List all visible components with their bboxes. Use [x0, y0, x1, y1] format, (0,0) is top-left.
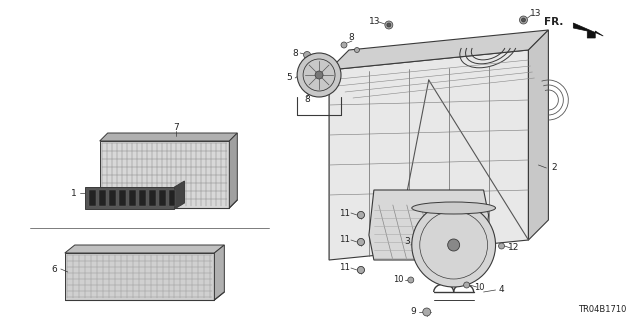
Ellipse shape: [522, 18, 525, 22]
Polygon shape: [89, 190, 96, 206]
Ellipse shape: [499, 243, 504, 249]
Polygon shape: [139, 190, 145, 206]
Polygon shape: [369, 190, 488, 260]
Text: 13: 13: [530, 10, 541, 19]
Ellipse shape: [423, 308, 431, 316]
Polygon shape: [329, 30, 548, 70]
Text: 9: 9: [410, 308, 415, 316]
Text: 12: 12: [508, 243, 519, 253]
Ellipse shape: [341, 42, 347, 48]
Ellipse shape: [358, 266, 364, 273]
Ellipse shape: [448, 239, 460, 251]
Polygon shape: [529, 30, 548, 240]
Polygon shape: [148, 190, 156, 206]
Ellipse shape: [358, 239, 364, 246]
Text: 13: 13: [369, 18, 381, 26]
Text: 4: 4: [499, 286, 504, 294]
Text: 8: 8: [292, 48, 298, 57]
Polygon shape: [100, 141, 229, 208]
Text: 3: 3: [404, 238, 410, 247]
Ellipse shape: [307, 90, 312, 94]
Text: 10: 10: [474, 283, 485, 292]
Polygon shape: [159, 190, 166, 206]
Ellipse shape: [412, 202, 495, 214]
Polygon shape: [168, 190, 175, 206]
Polygon shape: [214, 245, 225, 300]
Text: 1: 1: [71, 189, 77, 197]
Ellipse shape: [358, 211, 364, 219]
Ellipse shape: [315, 71, 323, 79]
Polygon shape: [573, 23, 604, 38]
Ellipse shape: [412, 203, 495, 287]
Polygon shape: [118, 190, 125, 206]
Polygon shape: [100, 133, 237, 141]
Ellipse shape: [385, 21, 393, 29]
Polygon shape: [65, 245, 225, 253]
Text: 8: 8: [348, 33, 354, 42]
Text: FR.: FR.: [544, 17, 563, 27]
Polygon shape: [65, 253, 214, 300]
Ellipse shape: [387, 23, 391, 27]
Polygon shape: [329, 50, 529, 260]
Text: TR04B1710: TR04B1710: [579, 306, 627, 315]
Polygon shape: [99, 190, 106, 206]
Text: 6: 6: [51, 264, 57, 273]
Ellipse shape: [408, 277, 414, 283]
Text: 7: 7: [173, 123, 179, 132]
Polygon shape: [109, 190, 116, 206]
Text: 5: 5: [286, 73, 292, 83]
Ellipse shape: [463, 282, 470, 288]
Polygon shape: [175, 181, 184, 209]
Text: 11: 11: [339, 235, 351, 244]
Ellipse shape: [520, 16, 527, 24]
Text: 11: 11: [339, 263, 351, 272]
Polygon shape: [84, 187, 175, 209]
Polygon shape: [129, 190, 136, 206]
Ellipse shape: [355, 48, 360, 53]
Text: 10: 10: [394, 276, 404, 285]
Ellipse shape: [303, 51, 310, 58]
Text: 11: 11: [339, 209, 351, 218]
Ellipse shape: [297, 53, 341, 97]
Text: 2: 2: [552, 164, 557, 173]
Polygon shape: [229, 133, 237, 208]
Text: 8: 8: [304, 95, 310, 105]
